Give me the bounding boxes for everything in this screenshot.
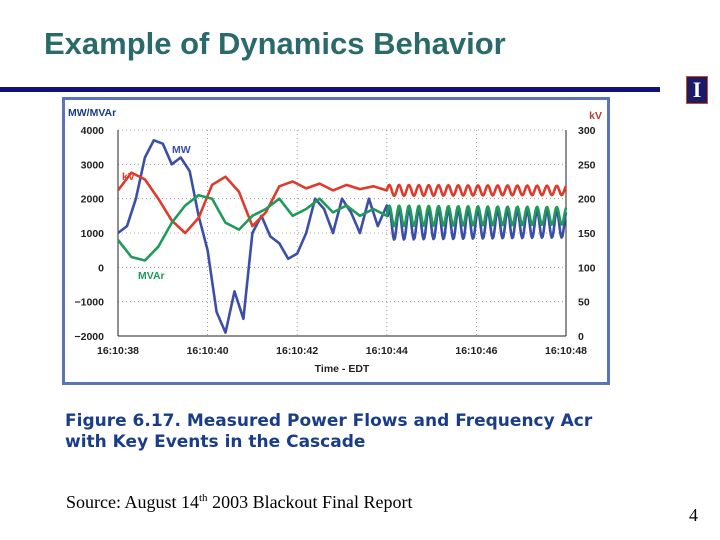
chart-container: 4000 3000 2000 1000 0 −1000 −2000 300 250 200 150 1… [62,97,610,385]
y-left-tick-label: 0 [98,262,104,274]
series-line-mw [117,139,568,334]
y-right-tick-label: 0 [578,331,584,343]
series-label-kv: kV [122,171,135,183]
x-tick-label: 16:10:40 [187,345,229,357]
logo-letter: I [692,77,702,102]
x-tick-label: 16:10:38 [97,345,139,357]
series-label-mvar: MVAr [138,270,165,282]
y-left-tick-label: 3000 [81,159,105,171]
caption-line-1: Figure 6.17. Measured Power Flows and Fr… [65,411,593,431]
title-divider [0,87,660,92]
x-tick-label: 16:10:48 [545,345,587,357]
series-label-mw: MW [172,144,191,156]
slide-title: Example of Dynamics Behavior [44,26,506,61]
series-line-mvar [116,193,568,262]
left-axis-title: MW/MVAr [68,107,116,119]
caption-line-2: with Key Events in the Cascade [65,432,366,452]
dynamics-chart: 40003000200010000−1000−20003002502001501… [62,97,610,385]
y-left-tick-label: 2000 [81,194,105,206]
university-logo: I [686,76,708,104]
y-right-tick-label: 100 [578,262,596,274]
page-number: 4 [689,505,698,525]
source-superscript: th [199,492,208,504]
y-right-tick-label: 250 [578,159,596,171]
y-left-tick-label: −1000 [75,297,105,309]
y-right-tick-label: 300 [578,125,596,137]
y-left-tick-label: 1000 [81,228,105,240]
y-left-tick-label: 4000 [81,125,105,137]
y-right-tick-label: 50 [578,297,590,309]
source-suffix: 2003 Blackout Final Report [207,492,413,512]
x-tick-label: 16:10:44 [366,345,408,357]
y-left-tick-label: −2000 [75,331,105,343]
source-prefix: Source: August 14 [66,492,199,512]
x-tick-label: 16:10:42 [276,345,318,357]
series-line-kv [116,171,568,235]
figure-caption: Figure 6.17. Measured Power Flows and Fr… [65,411,645,453]
y-right-tick-label: 150 [578,228,596,240]
right-axis-title: kV [589,110,602,122]
y-right-tick-label: 200 [578,194,596,206]
x-axis-title: Time - EDT [315,363,370,375]
x-tick-label: 16:10:46 [455,345,497,357]
chart-frame [62,97,610,385]
source-citation: Source: August 14th 2003 Blackout Final … [66,492,413,513]
